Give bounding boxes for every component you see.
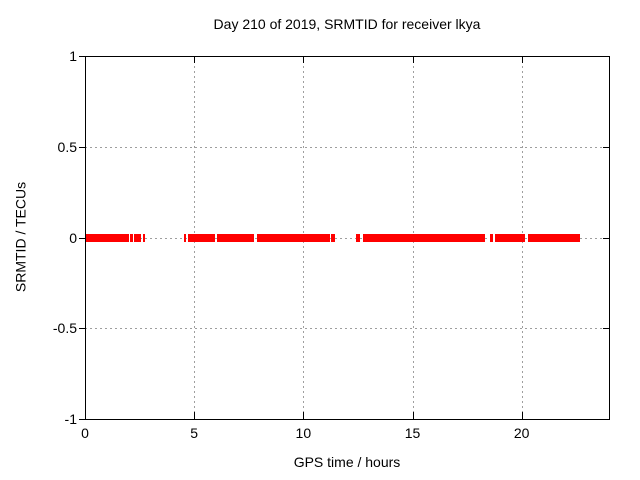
y-tick-left bbox=[79, 328, 85, 330]
y-tick-label: 0 bbox=[69, 229, 77, 246]
x-tick-top bbox=[521, 56, 523, 63]
data-segment bbox=[86, 233, 130, 242]
x-axis-label: GPS time / hours bbox=[293, 454, 401, 470]
x-tick-bottom bbox=[521, 412, 523, 419]
data-segment bbox=[362, 233, 486, 242]
data-segment bbox=[495, 233, 526, 242]
x-tick-bottom bbox=[303, 412, 305, 419]
y-tick-right bbox=[603, 328, 609, 330]
y-tick-right bbox=[603, 237, 609, 239]
data-segment bbox=[331, 233, 335, 242]
x-tick-label: 20 bbox=[513, 425, 530, 441]
y-gridline bbox=[85, 146, 609, 148]
y-tick-left bbox=[79, 56, 85, 57]
y-tick-left bbox=[79, 419, 85, 420]
data-segment bbox=[183, 233, 187, 242]
y-tick-label: -0.5 bbox=[52, 320, 77, 337]
x-tick-top bbox=[412, 56, 414, 63]
data-segment bbox=[192, 233, 215, 242]
y-gridline bbox=[85, 237, 609, 239]
y-gridline bbox=[85, 328, 609, 330]
data-segment bbox=[257, 233, 330, 242]
y-tick-left bbox=[79, 237, 85, 239]
data-segment bbox=[489, 233, 493, 242]
data-segment bbox=[129, 233, 133, 242]
data-segment bbox=[356, 233, 361, 242]
y-tick-label: -1 bbox=[64, 411, 77, 427]
y-tick-left bbox=[79, 146, 85, 148]
data-segment bbox=[134, 233, 142, 242]
data-segment bbox=[188, 233, 192, 242]
x-tick-top bbox=[303, 56, 305, 63]
y-tick-label: 0.5 bbox=[57, 138, 77, 155]
data-segment bbox=[142, 233, 146, 242]
data-segment bbox=[528, 233, 581, 242]
x-tick-label: 5 bbox=[190, 425, 199, 441]
x-tick-label: 10 bbox=[295, 425, 312, 441]
data-segment bbox=[216, 233, 254, 242]
x-tick-top bbox=[194, 56, 196, 63]
plot-area-border bbox=[85, 56, 610, 420]
y-tick-label: 1 bbox=[69, 48, 77, 64]
x-tick-label: 0 bbox=[81, 425, 89, 441]
x-tick-bottom bbox=[412, 412, 414, 419]
x-tick-bottom bbox=[194, 412, 196, 419]
y-tick-right bbox=[603, 146, 609, 148]
chart-title: Day 210 of 2019, SRMTID for receiver lky… bbox=[213, 16, 481, 32]
x-tick-label: 15 bbox=[404, 425, 421, 441]
